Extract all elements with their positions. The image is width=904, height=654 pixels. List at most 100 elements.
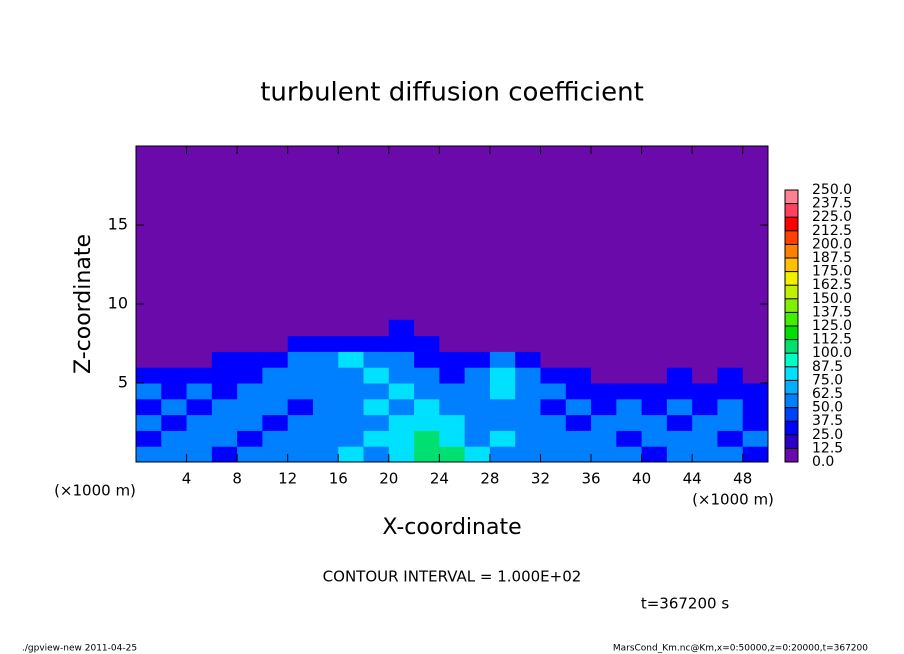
field-cell [616,351,643,368]
field-cell [717,367,744,384]
field-cell [489,446,516,463]
field-cell [464,383,491,400]
x-tick-label: 20 [379,470,398,488]
colorbar-label: 112.5 [812,332,852,348]
x-tick-label: 8 [232,470,242,488]
field-cell [464,446,491,463]
field-cell [616,335,643,352]
field-cell [211,430,238,447]
colorbar-swatch [785,217,798,231]
field-cell [717,430,744,447]
colorbar-label: 12.5 [812,440,843,456]
field-cell [515,398,541,416]
colorbar-swatch [785,448,798,462]
field-cell [211,398,238,416]
field-cell [515,367,541,384]
field-cell [666,414,693,431]
field-cell [237,351,263,368]
x-tick-label: 16 [329,470,348,488]
x-tick-label: 48 [733,470,752,488]
colorbar-label: 75.0 [812,372,843,388]
field-cell [464,430,491,447]
field-cell [338,398,365,416]
field-cell [312,398,339,416]
field-cell [489,414,516,431]
field-cell [515,446,541,463]
field-cell [338,319,365,337]
field-cell [591,446,617,463]
field-cell [742,351,769,368]
field-cell [312,383,339,400]
field-cell [591,414,617,431]
field-cell [338,335,365,352]
field-cell [136,446,162,463]
field-cell [186,446,213,463]
field-cell [591,398,617,416]
field-cell [515,430,541,447]
chart-title: turbulent diffusion coefficient [260,78,644,108]
field-cell [363,446,390,463]
field-cell [388,430,415,447]
colorbar-swatch [785,230,798,245]
field-cell [211,367,238,384]
x-tick-label: 4 [182,470,192,488]
colorbar-swatch [785,421,798,435]
field-cell [515,414,541,431]
field-cell [287,319,314,337]
field-cell [338,367,365,384]
field-cell [742,383,769,400]
field-cell [641,383,668,400]
field-cell [211,414,238,431]
field-cell [363,398,390,416]
y-tick-label: 5 [118,373,128,392]
field-cell [565,351,592,368]
colorbar-label: 50.0 [812,400,843,416]
field-cell [186,351,213,368]
y-tick-label: 10 [108,294,128,313]
field-cell [287,398,314,416]
field-cell [262,319,289,337]
field-cell [363,351,390,368]
colorbar-label: 37.5 [812,413,843,429]
colorbar-label: 25.0 [812,427,843,443]
field-cell [414,351,440,368]
field-cell [136,398,162,416]
field-cell [489,351,516,368]
x-axis-label: X-coordinate [382,515,521,540]
x-tick-label: 32 [531,470,550,488]
field-cell [565,367,592,384]
x-tick-label: 24 [430,470,449,488]
field-cell [616,446,643,463]
field-cell [489,383,516,400]
field-cell [540,351,567,368]
field-cell [489,367,516,384]
field-cell [161,319,188,337]
field-cell [641,446,668,463]
field-cell [414,367,440,384]
field-cell [717,383,744,400]
colorbar-label: 100.0 [812,345,852,361]
colorbar-swatch [785,339,798,354]
field-cell [237,319,263,337]
field-cell [591,430,617,447]
field-cell [211,383,238,400]
field-cell [338,446,365,463]
y-axis-label: Z-coordinate [71,234,96,374]
colorbar-label: 175.0 [812,264,852,280]
field-cell [565,430,592,447]
field-cell [540,446,567,463]
x-unit-label: (×1000 m) [692,491,774,509]
field-cell [439,367,466,384]
field-cell [186,335,213,352]
field-cell [616,414,643,431]
field-cell [211,446,238,463]
field-cell [136,319,162,337]
field-cell [742,319,769,337]
field-cell [616,398,643,416]
field-cell [388,319,415,337]
field-cell [388,383,415,400]
field-cell [312,319,339,337]
field-cell [717,398,744,416]
field-cell [237,367,263,384]
